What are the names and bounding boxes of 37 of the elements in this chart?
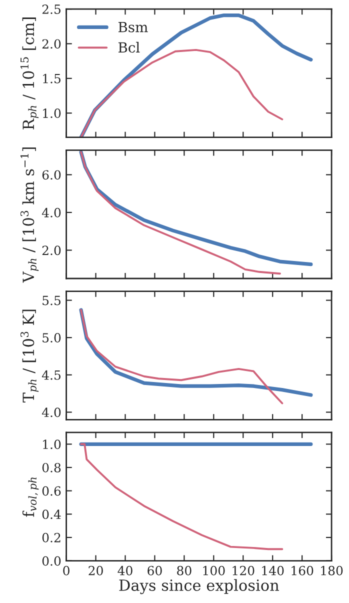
y-axis-title: f$_{vol,ph}$ [22, 477, 39, 517]
x-tick-label: 0 [63, 566, 70, 576]
y-tick-label: 0.8 [42, 462, 61, 472]
y-tick-label: 2.5 [42, 4, 60, 14]
legend-label: Bsm [118, 22, 148, 32]
x-tick-label: 120 [232, 566, 254, 576]
y-tick-label: 4.0 [42, 208, 61, 218]
line-series [80, 443, 284, 550]
y-tick-label: 4.5 [42, 370, 60, 380]
y-axis-title: V$_{ph}$ / [10$^{3}$ km s$^{−1}$] [20, 147, 39, 283]
x-tick-label: 60 [148, 566, 162, 576]
y-tick-label: 0.4 [42, 510, 61, 520]
x-tick-label: 180 [321, 566, 343, 576]
x-tick-label: 40 [118, 566, 132, 576]
y-tick-label: 4.0 [42, 408, 61, 418]
y-tick-label: 1.0 [43, 440, 61, 450]
y-axis-title: R$_{ph}$ / 10$^{15}$ [cm] [20, 18, 39, 130]
y-tick-label: 0.6 [42, 486, 61, 496]
legend-label: Bcl [118, 42, 140, 53]
x-tick-label: 140 [262, 566, 284, 576]
y-tick-label: 1.5 [43, 74, 60, 84]
x-tick-label: 20 [88, 566, 103, 576]
line-series [80, 309, 284, 404]
y-tick-label: 6.0 [42, 170, 61, 180]
y-tick-label: 0.2 [42, 532, 60, 542]
y-axis-title: T$_{ph}$ / [10$^{3}$ K] [20, 310, 39, 403]
y-tick-label: 0.0 [42, 556, 61, 566]
y-tick-label: 2.0 [42, 39, 61, 49]
x-axis-title: Days since explosion [119, 579, 279, 594]
y-tick-label: 5.5 [42, 296, 60, 306]
y-tick-label: 1.0 [43, 108, 61, 118]
y-tick-label: 5.0 [42, 333, 61, 343]
x-tick-label: 80 [177, 566, 192, 576]
x-tick-label: 100 [203, 566, 225, 576]
y-tick-label: 2.0 [42, 246, 61, 256]
line-series [80, 151, 281, 275]
x-tick-label: 160 [292, 566, 314, 576]
